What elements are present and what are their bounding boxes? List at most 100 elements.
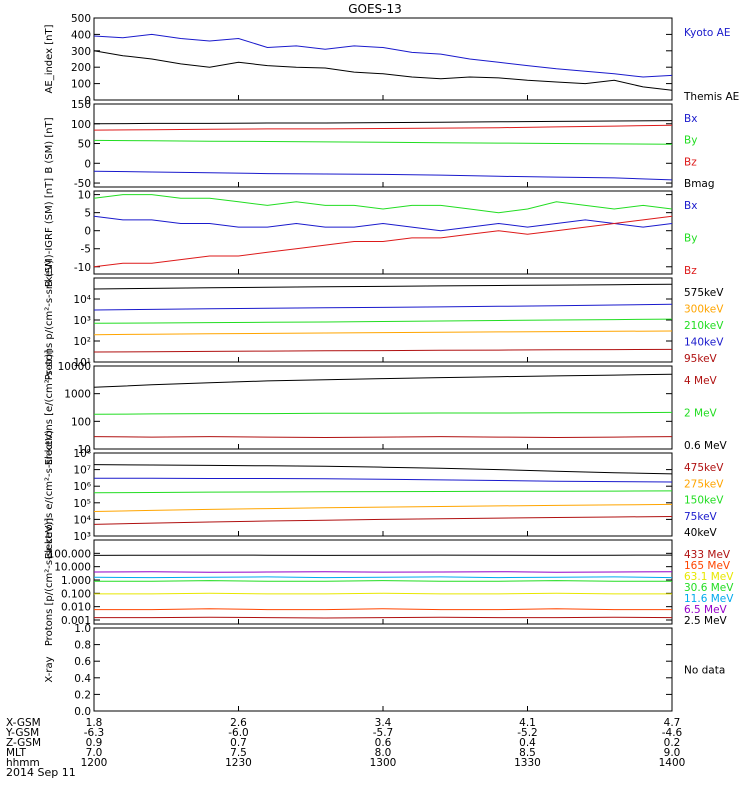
ytick-label: 0 — [84, 95, 91, 107]
ytick-label: 1.0 — [74, 623, 91, 635]
ytick-label: 0.0 — [74, 706, 91, 718]
legend-label: Bx — [684, 200, 697, 212]
series-line-3-1 — [93, 330, 673, 336]
series-line-6-3 — [94, 580, 672, 582]
legend-label: 475keV — [684, 462, 724, 474]
panel-7: 0.0 0.2 0.4 0.6 0.8 1.0 X-ray No data — [44, 623, 725, 718]
xaxis-value: -6.3 — [84, 727, 105, 739]
xaxis-value: -5.7 — [373, 727, 394, 739]
ytick-label: 0 — [84, 226, 91, 238]
series-line-2-0 — [93, 215, 673, 232]
ytick-label: 300 — [71, 46, 91, 58]
ytick-label: 10⁸ — [73, 448, 91, 460]
date-label: 2014 Sep 11 — [6, 766, 76, 779]
ytick-label: 100.000 — [48, 548, 91, 560]
xaxis-value: 1330 — [514, 757, 541, 769]
xaxis-value: 0.7 — [230, 737, 247, 749]
xaxis-value: 8.5 — [519, 747, 536, 759]
ylabel: Protons [p/(cm²-s-sr-keV)] — [44, 518, 55, 646]
legend-label: By — [684, 135, 697, 147]
panel-frame — [93, 539, 673, 625]
legend-label: 140keV — [684, 337, 724, 349]
series-line-1-1 — [93, 139, 673, 145]
ytick-label: 10³ — [73, 531, 91, 543]
ytick-label: 0.2 — [74, 689, 91, 701]
chart-title: GOES-13 — [348, 2, 402, 16]
ytick-label: 5 — [84, 208, 91, 220]
xaxis-value: 0.6 — [375, 737, 392, 749]
legend-label: By — [684, 233, 697, 245]
xaxis-value: -4.6 — [662, 727, 683, 739]
panel-frame — [93, 627, 673, 712]
series-line-0-0 — [93, 33, 673, 78]
series-line-2-1 — [93, 194, 673, 214]
ylabel: B (SM) [nT] — [44, 117, 55, 173]
xaxis-row-label: Y-GSM — [5, 727, 39, 739]
legend-label: Kyoto AE — [684, 27, 730, 39]
xaxis-value: 0.9 — [86, 737, 103, 749]
series-line-6-1 — [94, 608, 672, 611]
xaxis-value: -5.2 — [517, 727, 538, 739]
panel-1: -50 0 50 100 150 B (SM) [nT] Bx By Bz Bmag — [44, 99, 715, 190]
xaxis-value: 3.4 — [375, 717, 392, 729]
ytick-label: -50 — [74, 178, 91, 190]
xaxis-value: 1230 — [225, 757, 252, 769]
ytick-label: 10⁷ — [73, 465, 91, 477]
ytick-label: 10 — [78, 190, 91, 202]
no-data-label: No data — [684, 665, 725, 677]
ylabel: X-ray — [44, 656, 55, 682]
series-line-6-0 — [94, 616, 673, 619]
ytick-label: 400 — [71, 29, 91, 41]
ytick-label: 10² — [73, 336, 91, 348]
legend-label: Bmag — [684, 178, 715, 190]
legend-label: 63.1 MeV — [684, 571, 734, 583]
series-line-5-3 — [94, 477, 673, 483]
ytick-label: 10⁵ — [73, 498, 91, 510]
legend-label: 75keV — [684, 511, 718, 523]
legend-label: 150keV — [684, 495, 724, 507]
series-line-6-2 — [94, 592, 672, 595]
ytick-label: 1000 — [64, 389, 91, 401]
ytick-label: 10000 — [58, 361, 91, 373]
series-line-6-4 — [93, 576, 673, 579]
legend-label: Bz — [684, 156, 697, 168]
xaxis-value: 4.1 — [519, 717, 536, 729]
ytick-label: 10 — [78, 444, 91, 456]
series-line-1-0 — [93, 170, 673, 181]
series-line-0-1 — [93, 50, 673, 91]
xaxis-row-label: X-GSM — [6, 717, 41, 729]
legend-label: 275keV — [684, 478, 724, 490]
ytick-label: 0 — [84, 158, 91, 170]
xaxis-value: 4.7 — [664, 717, 681, 729]
xaxis-row-label: hhmm — [6, 757, 40, 769]
legend-label: 11.6 MeV — [684, 593, 734, 605]
legend-label: 300keV — [684, 304, 724, 316]
series-line-2-2 — [93, 215, 673, 268]
xaxis-value: 0.2 — [664, 737, 681, 749]
xaxis-value: -6.0 — [228, 727, 249, 739]
series-line-3-0 — [93, 283, 673, 290]
ytick-label: 0.8 — [74, 640, 91, 652]
xaxis-row-label: Z-GSM — [6, 737, 41, 749]
ytick-label: 0.6 — [74, 656, 91, 668]
series-line-5-0 — [93, 516, 673, 525]
ytick-label: 1.000 — [61, 575, 91, 587]
ytick-label: 0.010 — [61, 602, 91, 614]
series-line-5-1 — [93, 503, 673, 512]
ytick-label: 100 — [71, 119, 91, 131]
legend-label: 4 MeV — [684, 375, 718, 387]
ytick-label: 50 — [78, 139, 91, 151]
series-line-1-3 — [93, 120, 673, 125]
ytick-label: 100 — [71, 416, 91, 428]
ytick-label: 150 — [71, 99, 91, 111]
xaxis-value: 0.4 — [519, 737, 536, 749]
xaxis-value: 2.6 — [230, 717, 247, 729]
ytick-label: 10⁶ — [73, 481, 91, 493]
ytick-label: 500 — [71, 13, 91, 25]
ytick-label: 0.100 — [61, 588, 91, 600]
ytick-label: 10⁴ — [73, 514, 91, 526]
panel-frame — [93, 190, 673, 275]
